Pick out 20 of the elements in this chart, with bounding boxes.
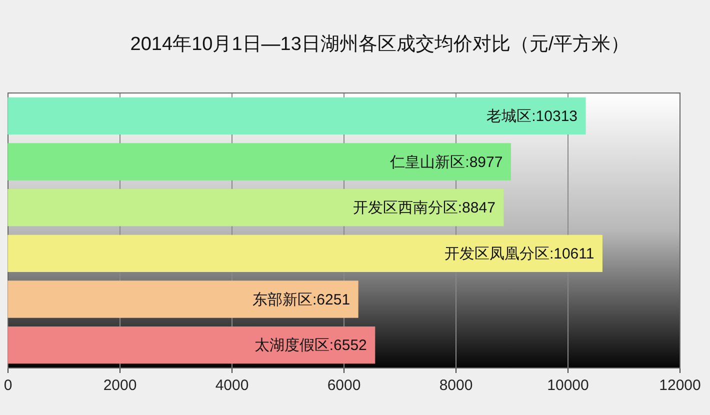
x-tick-label: 4000: [215, 377, 249, 394]
bar: [8, 189, 504, 226]
x-tick-label: 8000: [439, 377, 473, 394]
bar: [8, 280, 358, 318]
data-label: 开发区西南分区:8847: [352, 200, 496, 217]
bar: [8, 143, 511, 180]
bar: [8, 234, 602, 272]
x-tick-label: 2000: [103, 377, 137, 394]
chart-title: 2014年10月1日—13日湖州各区成交均价对比（元/平方米）: [130, 33, 630, 55]
x-tick-label: 0: [4, 377, 12, 394]
bar: [8, 97, 586, 134]
bar: [8, 326, 376, 364]
x-tick-label: 12000: [659, 377, 701, 394]
x-tick-label: 6000: [327, 377, 361, 394]
data-label: 开发区凤凰分区:10611: [444, 245, 594, 262]
data-label: 老城区:10313: [486, 108, 578, 125]
data-label: 太湖度假区:6552: [254, 337, 367, 354]
data-label: 东部新区:6251: [252, 291, 350, 308]
data-label: 仁皇山新区:8977: [389, 154, 503, 171]
x-tick-label: 10000: [547, 377, 589, 394]
